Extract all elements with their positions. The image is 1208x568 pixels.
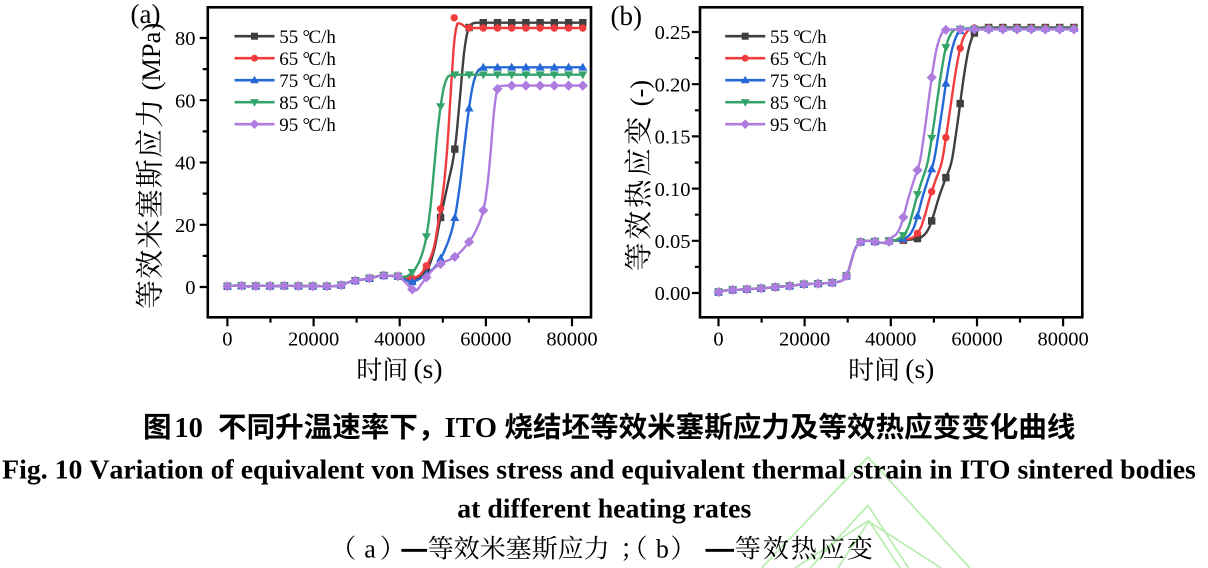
svg-text:0.00: 0.00 (655, 283, 691, 305)
svg-text:20000: 20000 (779, 329, 830, 351)
svg-text:(-): (-) (625, 80, 655, 113)
svg-text:b: b (656, 535, 669, 564)
svg-text:80: 80 (175, 28, 196, 50)
svg-text:60000: 60000 (460, 329, 511, 351)
svg-text:(MPa): (MPa) (136, 23, 166, 97)
svg-text:65 °C/h: 65 °C/h (770, 49, 827, 70)
svg-text:ITO: ITO (445, 413, 497, 444)
svg-text:85 °C/h: 85 °C/h (279, 93, 336, 114)
svg-text:(a): (a) (131, 0, 161, 29)
svg-text:Fig. 10 Variation of equivalen: Fig. 10 Variation of equivalent von Mise… (2, 454, 1196, 485)
svg-text:(s): (s) (905, 353, 934, 384)
svg-text:40000: 40000 (374, 329, 425, 351)
svg-text:85 °C/h: 85 °C/h (770, 93, 827, 114)
svg-text:0.05: 0.05 (655, 231, 691, 253)
svg-text:0.25: 0.25 (655, 22, 691, 44)
svg-text:0.15: 0.15 (655, 127, 691, 149)
svg-text:65 °C/h: 65 °C/h (279, 49, 336, 70)
svg-text:a: a (364, 535, 376, 564)
svg-text:(s): (s) (414, 353, 443, 384)
svg-text:95 °C/h: 95 °C/h (279, 115, 336, 136)
svg-text:20000: 20000 (288, 329, 339, 351)
svg-text:75 °C/h: 75 °C/h (770, 71, 827, 92)
svg-text:40000: 40000 (865, 329, 916, 351)
svg-text:0: 0 (185, 277, 195, 299)
svg-text:80000: 80000 (1037, 329, 1088, 351)
svg-text:55 °C/h: 55 °C/h (279, 27, 336, 48)
svg-text:20: 20 (175, 215, 196, 237)
svg-text:10: 10 (174, 413, 203, 444)
svg-text:(b): (b) (611, 1, 642, 31)
svg-text:0: 0 (713, 329, 723, 351)
svg-text:0.20: 0.20 (655, 74, 691, 96)
svg-text:0.10: 0.10 (655, 179, 691, 201)
svg-text:95 °C/h: 95 °C/h (770, 115, 827, 136)
svg-text:75 °C/h: 75 °C/h (279, 71, 336, 92)
svg-text:55 °C/h: 55 °C/h (770, 27, 827, 48)
svg-text:0: 0 (222, 329, 232, 351)
svg-text:60: 60 (175, 91, 196, 113)
svg-text:40: 40 (175, 153, 196, 175)
svg-text:60000: 60000 (951, 329, 1002, 351)
svg-text:at different heating rates: at different heating rates (457, 493, 751, 524)
svg-text:80000: 80000 (546, 329, 597, 351)
